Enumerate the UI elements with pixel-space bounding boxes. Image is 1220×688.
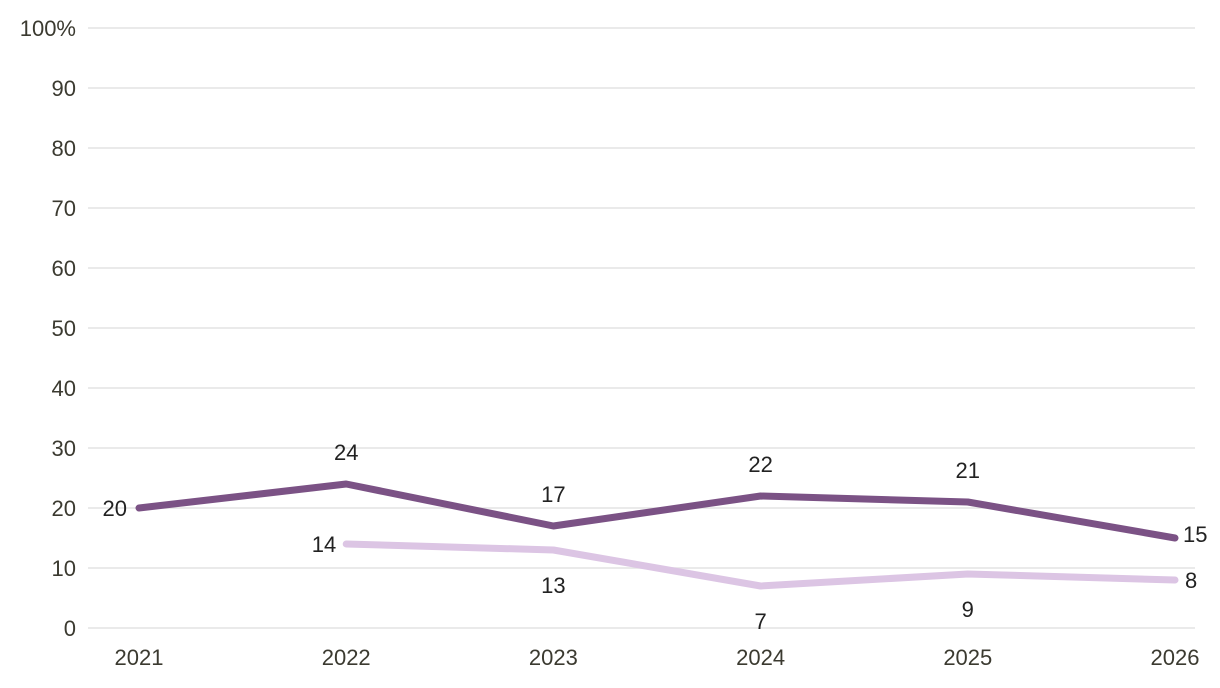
y-axis: 0 10 20 30 40 50 60 70 80 90 100% [20, 16, 76, 641]
gridlines [88, 27, 1195, 629]
y-tick-label: 30 [52, 436, 76, 461]
data-label: 21 [956, 458, 980, 483]
x-tick-label: 2023 [529, 645, 578, 670]
y-tick-label: 100% [20, 16, 76, 41]
data-label: 7 [754, 609, 766, 634]
x-tick-label: 2026 [1151, 645, 1200, 670]
data-label: 14 [312, 532, 336, 557]
y-tick-label: 40 [52, 376, 76, 401]
data-labels: 20 24 17 22 21 15 14 13 7 9 8 [103, 440, 1208, 634]
y-tick-label: 0 [64, 616, 76, 641]
series-lines [135, 480, 1179, 590]
series-line-1 [135, 480, 1179, 542]
x-tick-label: 2025 [943, 645, 992, 670]
y-tick-label: 20 [52, 496, 76, 521]
y-tick-label: 70 [52, 196, 76, 221]
series-line-2 [342, 540, 1179, 590]
data-label: 9 [962, 597, 974, 622]
data-label: 24 [334, 440, 358, 465]
y-tick-label: 50 [52, 316, 76, 341]
x-tick-label: 2021 [115, 645, 164, 670]
data-label: 17 [541, 482, 565, 507]
data-label: 20 [103, 496, 127, 521]
x-tick-label: 2022 [322, 645, 371, 670]
data-label: 13 [541, 573, 565, 598]
y-tick-label: 80 [52, 136, 76, 161]
y-tick-label: 90 [52, 76, 76, 101]
data-label: 15 [1183, 522, 1207, 547]
y-tick-label: 10 [52, 556, 76, 581]
data-label: 8 [1185, 568, 1197, 593]
x-tick-label: 2024 [736, 645, 785, 670]
y-tick-label: 60 [52, 256, 76, 281]
x-axis: 2021 2022 2023 2024 2025 2026 [115, 645, 1200, 670]
data-label: 22 [748, 452, 772, 477]
